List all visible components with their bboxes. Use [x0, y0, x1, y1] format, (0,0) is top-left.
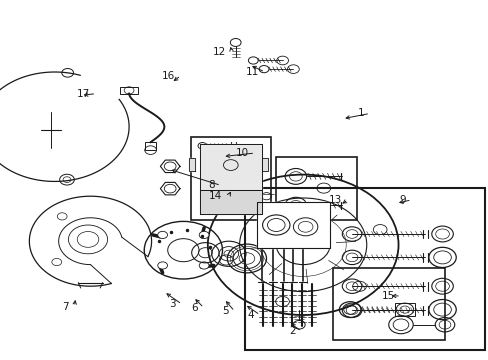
Circle shape [199, 231, 208, 239]
Text: 2: 2 [288, 326, 295, 336]
Circle shape [158, 262, 167, 269]
Text: 3: 3 [169, 299, 176, 309]
Bar [245, 188, 484, 350]
Text: 15: 15 [381, 291, 394, 301]
Bar [144, 142, 156, 150]
Bar [276, 157, 356, 220]
Polygon shape [199, 190, 262, 214]
Text: 11: 11 [245, 67, 259, 77]
Text: 1: 1 [357, 108, 364, 118]
Polygon shape [188, 158, 194, 171]
Text: 16: 16 [162, 71, 175, 81]
Bar [394, 303, 414, 316]
Text: 10: 10 [236, 148, 249, 158]
Text: 6: 6 [191, 303, 198, 313]
Text: 13: 13 [328, 195, 342, 205]
Polygon shape [256, 202, 329, 248]
Polygon shape [199, 144, 262, 190]
Text: 17: 17 [77, 89, 90, 99]
Text: 4: 4 [247, 310, 254, 320]
Text: 12: 12 [212, 47, 225, 57]
Text: 14: 14 [209, 191, 222, 201]
Text: 9: 9 [398, 195, 405, 205]
Text: 7: 7 [61, 302, 68, 312]
Bar [190, 137, 271, 220]
Text: 8: 8 [208, 180, 215, 190]
Bar [332, 268, 444, 340]
Circle shape [199, 262, 208, 269]
Circle shape [206, 156, 215, 162]
Circle shape [198, 143, 206, 149]
Circle shape [158, 231, 167, 239]
Bar [120, 87, 138, 94]
Text: 5: 5 [222, 306, 228, 316]
Polygon shape [262, 158, 267, 171]
